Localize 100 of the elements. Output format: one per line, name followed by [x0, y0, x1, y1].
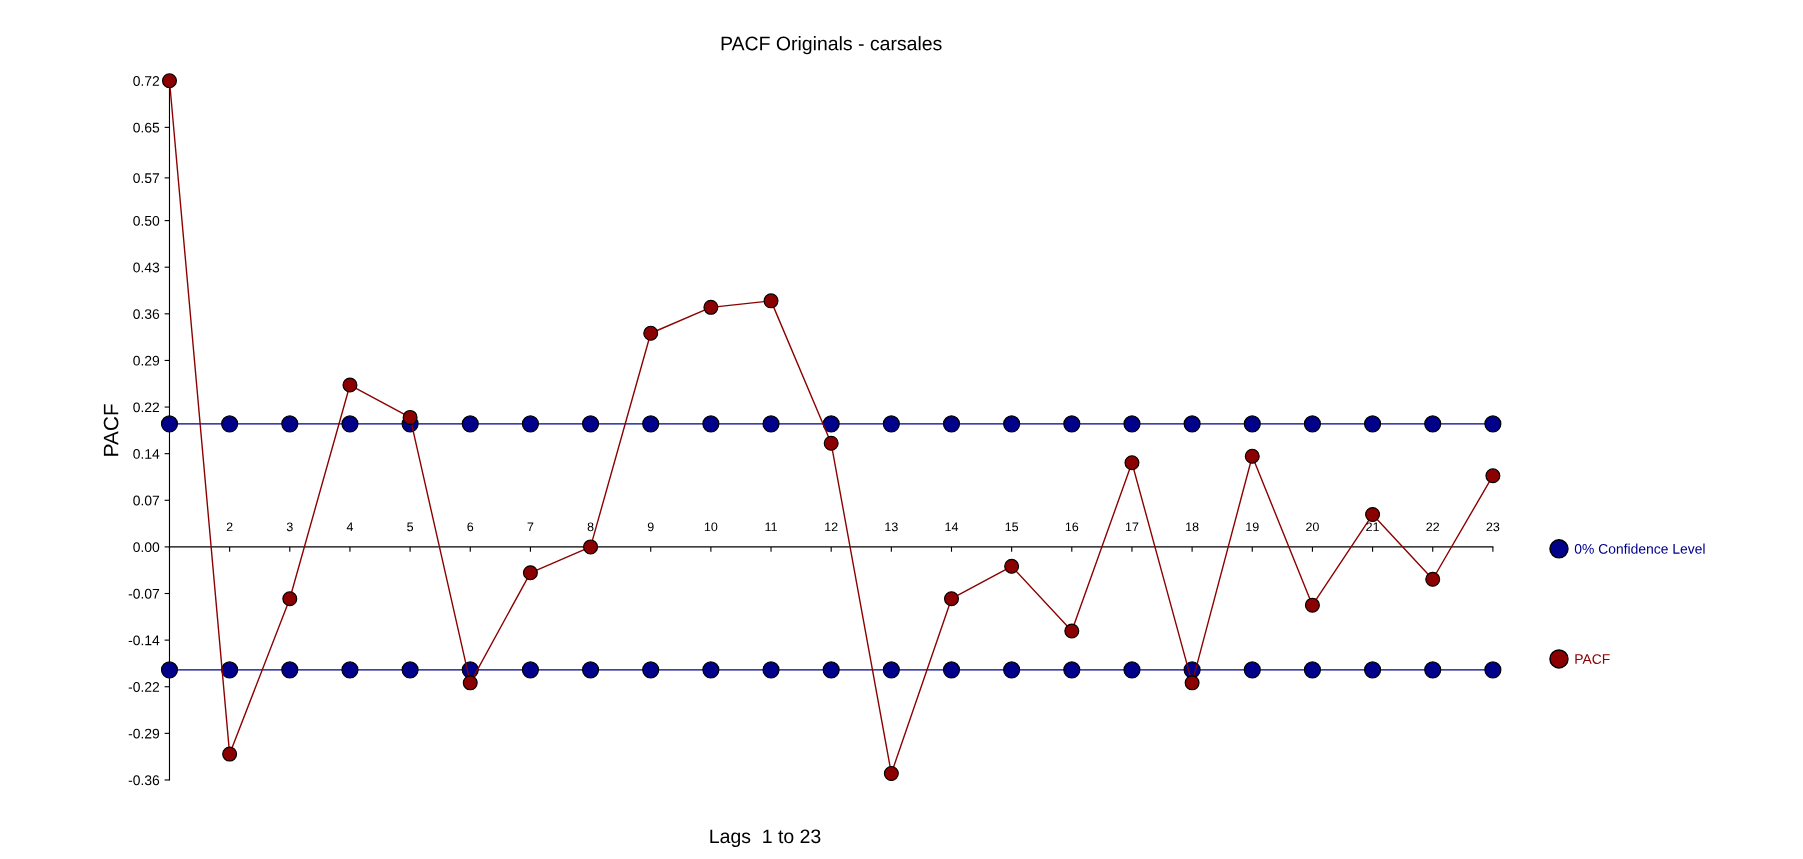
x-tick-label: 22 [1426, 522, 1440, 532]
point [823, 435, 839, 451]
point [461, 415, 479, 433]
point [583, 539, 599, 555]
point [762, 661, 780, 679]
y-tick-label: -0.07 [128, 588, 160, 599]
point [1303, 661, 1321, 679]
point [883, 765, 899, 781]
x-tick-label: 11 [765, 522, 777, 532]
point [341, 661, 359, 679]
point [1303, 415, 1321, 433]
x-tick-label: 4 [346, 522, 354, 532]
y-tick-label: -0.14 [128, 635, 160, 646]
x-tick-label: 9 [647, 522, 654, 532]
point [702, 415, 720, 433]
legend-label: PACF [1575, 654, 1610, 664]
y-tick-label: 0.14 [133, 449, 160, 459]
y-tick-label: 0.22 [133, 402, 160, 413]
y-tick-label: -0.29 [128, 728, 160, 739]
point [1484, 415, 1502, 433]
point [1063, 661, 1081, 679]
point [1243, 661, 1261, 679]
x-tick-label: 6 [467, 522, 474, 532]
point [402, 409, 418, 425]
point [462, 675, 478, 691]
point [160, 661, 179, 679]
x-tick-label: 16 [1065, 522, 1079, 532]
x-tick-label: 15 [1005, 522, 1019, 532]
x-tick-label: 20 [1306, 522, 1319, 532]
x-tick-label: 19 [1246, 522, 1259, 532]
x-tick-label: 10 [704, 522, 718, 532]
point [1003, 661, 1021, 679]
point [341, 415, 359, 433]
point [1364, 661, 1382, 679]
y-tick-label: 0.36 [133, 309, 160, 319]
point [1123, 661, 1141, 679]
point [342, 377, 358, 393]
y-tick-label: -0.22 [128, 682, 160, 692]
point [943, 591, 959, 607]
point [1424, 415, 1442, 433]
point [1243, 415, 1261, 433]
point [1365, 507, 1381, 523]
y-tick-label: 0.65 [133, 122, 160, 133]
x-axis-title: Lags 1 to 23 [710, 829, 821, 848]
point [161, 73, 177, 89]
legend-label: 0% Confidence Level [1574, 543, 1705, 554]
point [703, 299, 719, 315]
point [1424, 661, 1442, 679]
y-tick-label: 0.43 [133, 262, 160, 273]
point [1064, 623, 1080, 639]
x-tick-label: 2 [226, 522, 233, 532]
y-tick-label: 0.07 [133, 495, 160, 506]
point [1485, 468, 1501, 484]
chart-title: PACF Originals - carsales [721, 36, 942, 55]
point [1183, 415, 1201, 433]
point [1063, 415, 1081, 433]
x-tick-label: 18 [1186, 522, 1199, 532]
point [763, 293, 779, 309]
x-tick-label: 12 [825, 522, 838, 532]
point [942, 415, 961, 433]
y-tick-label: 0.29 [133, 355, 160, 366]
point [642, 415, 660, 433]
point [822, 415, 840, 433]
point [521, 661, 539, 679]
point [702, 661, 720, 679]
x-tick-label: 14 [945, 522, 959, 532]
point [1123, 415, 1141, 433]
point [221, 415, 239, 433]
y-tick-label: 0.50 [133, 215, 160, 226]
x-tick-label: 3 [286, 522, 293, 532]
point [401, 661, 419, 679]
point [1484, 661, 1502, 679]
x-tick-label: 17 [1125, 522, 1139, 532]
x-tick-label: 23 [1486, 522, 1500, 532]
point [582, 415, 600, 433]
point [882, 415, 900, 433]
point [282, 591, 298, 607]
y-axis-title: PACF [103, 404, 119, 456]
x-tick-label: 21 [1366, 522, 1379, 532]
y-tick-label: 0.72 [133, 76, 160, 86]
point [1425, 571, 1441, 587]
point [1184, 675, 1200, 691]
point [281, 415, 299, 433]
x-tick-label: 13 [885, 522, 898, 532]
point [582, 661, 600, 679]
point [1004, 558, 1020, 574]
point [1003, 415, 1021, 433]
point [222, 746, 238, 762]
x-tick-label: 8 [587, 522, 594, 532]
point [1244, 448, 1260, 464]
y-tick-label: 0.57 [133, 173, 160, 184]
point [882, 661, 900, 679]
point [1364, 415, 1382, 433]
point [942, 661, 961, 679]
y-tick-label: 0.00 [133, 542, 160, 553]
y-tick-label: -0.36 [128, 775, 160, 786]
x-tick-label: 5 [407, 522, 414, 532]
point [521, 415, 539, 433]
point [522, 565, 538, 581]
point [281, 661, 299, 679]
